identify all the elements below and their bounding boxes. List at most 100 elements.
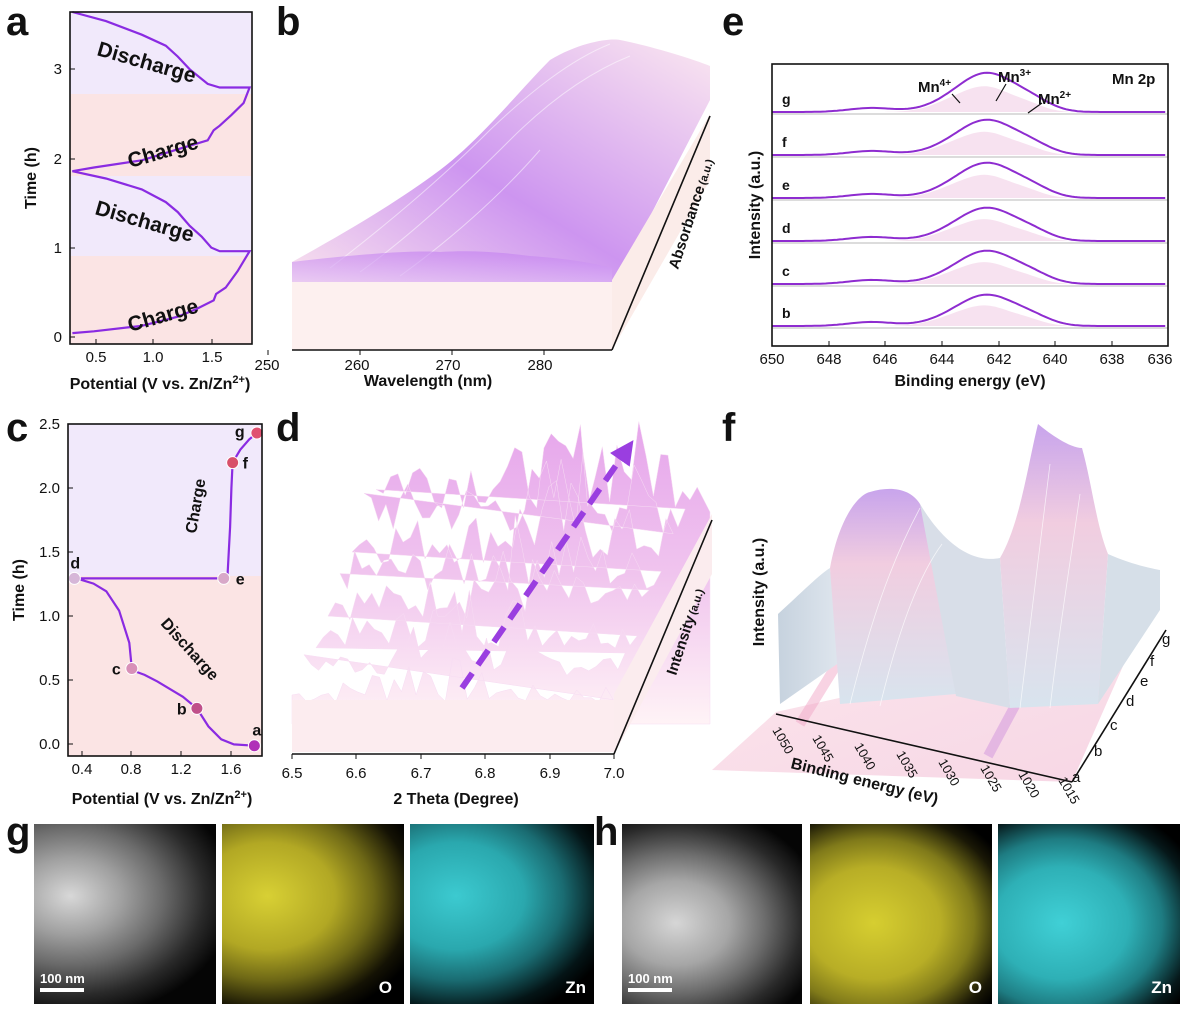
e-spectrum-b bbox=[772, 293, 1166, 327]
e-species-mn2: Mn2+ bbox=[1038, 90, 1071, 108]
c-xlabel-main: Potential (V vs. Zn/Zn bbox=[72, 791, 235, 808]
e-species-mn3: Mn3+ bbox=[998, 68, 1031, 86]
f-surface-ridges bbox=[849, 463, 1081, 709]
f-surface-middle bbox=[920, 504, 1010, 708]
f-floor-stripe-1 bbox=[795, 653, 847, 727]
h-zinc-map: Zn bbox=[998, 824, 1180, 1004]
c-point-label-d: d bbox=[70, 555, 80, 572]
a-xtick-0: 0.5 bbox=[86, 349, 107, 366]
e-spectra: g f e d c b bbox=[772, 71, 1168, 329]
e-xtick-5: 640 bbox=[1042, 351, 1067, 368]
a-ytick-0: 0 bbox=[54, 329, 62, 346]
a-ytick-3: 3 bbox=[54, 61, 62, 78]
c-point-label-g: g bbox=[235, 424, 245, 441]
e-species-mn4-sup: 4+ bbox=[940, 78, 952, 89]
e-xtick-6: 638 bbox=[1099, 351, 1124, 368]
e-ylabel: Intensity (a.u.) bbox=[747, 151, 764, 259]
b-xlabel: Wavelength (nm) bbox=[364, 373, 492, 390]
e-spectrum-f bbox=[772, 118, 1166, 156]
b-xtick-0: 250 bbox=[254, 357, 279, 374]
e-xtick-4: 642 bbox=[986, 351, 1011, 368]
h-oxygen-label: O bbox=[968, 978, 982, 997]
e-species-mn2-sup: 2+ bbox=[1060, 90, 1072, 101]
d-xtick-2: 6.7 bbox=[411, 765, 432, 782]
c-y-ticks: 0.0 0.5 1.0 1.5 2.0 2.5 bbox=[39, 416, 73, 753]
c-ytick-0: 0.0 bbox=[39, 736, 60, 753]
e-xtick-3: 644 bbox=[929, 351, 954, 368]
h-oxygen-map: O bbox=[810, 824, 992, 1004]
c-ytick-5: 2.5 bbox=[39, 416, 60, 433]
d-xlabel: 2 Theta (Degree) bbox=[393, 791, 518, 808]
e-species-mn2-base: Mn bbox=[1038, 91, 1060, 108]
e-xtick-0: 650 bbox=[759, 351, 784, 368]
b-xtick-2: 270 bbox=[435, 357, 460, 374]
c-xlabel: Potential (V vs. Zn/Zn2+) bbox=[72, 789, 253, 808]
c-xlabel-end: ) bbox=[247, 791, 252, 808]
e-fit-band-e bbox=[885, 174, 1069, 198]
a-xlabel-end: ) bbox=[245, 376, 250, 393]
c-point-label-f: f bbox=[243, 456, 249, 473]
e-xtick-2: 646 bbox=[872, 351, 897, 368]
chart-a: Discharge Charge Discharge Charge 0.5 1.… bbox=[23, 10, 253, 393]
c-xlabel-sup: 2+ bbox=[234, 789, 247, 801]
c-point-a bbox=[247, 739, 261, 753]
e-species-mn4-base: Mn bbox=[918, 79, 940, 96]
chart-f: 1050 1045 1040 1035 1030 1025 1020 1015 … bbox=[712, 424, 1170, 808]
f-surface-right bbox=[1098, 554, 1160, 704]
e-xtick-1: 648 bbox=[816, 351, 841, 368]
f-series-g: g bbox=[1162, 631, 1170, 648]
e-curve-label-e: e bbox=[782, 177, 790, 193]
d-xtick-5: 7.0 bbox=[604, 765, 625, 782]
chart-d: 6.5 6.6 6.7 6.8 6.9 7.0 2 Theta (Degree)… bbox=[282, 421, 713, 808]
e-spectrum-g bbox=[772, 71, 1166, 113]
c-x-ticks: 0.4 0.8 1.2 1.6 bbox=[72, 751, 242, 778]
f-series-f: f bbox=[1150, 653, 1155, 670]
e-curve-label-g: g bbox=[782, 91, 791, 107]
b-x-ticks: 250 260 270 280 bbox=[254, 350, 553, 374]
c-point-g bbox=[250, 426, 264, 440]
gcd-curve-a bbox=[72, 10, 252, 335]
e-x-ticks: 650 648 646 644 642 640 638 636 bbox=[759, 341, 1173, 368]
g-haadf-image: 100 nm bbox=[34, 824, 216, 1004]
h-scale-label: 100 nm bbox=[628, 971, 673, 986]
e-xtick-7: 636 bbox=[1147, 351, 1172, 368]
e-arrows bbox=[951, 83, 1043, 114]
panel-letter-h: h bbox=[594, 810, 619, 854]
d-xtick-3: 6.8 bbox=[475, 765, 496, 782]
d-trend-arrow bbox=[459, 440, 634, 690]
f-ylabel: Intensity (a.u.) bbox=[751, 538, 768, 646]
g-zinc-label: Zn bbox=[565, 978, 586, 997]
h-scale-bar bbox=[628, 988, 672, 992]
h-zinc-label: Zn bbox=[1151, 978, 1172, 997]
a-xtick-2: 1.5 bbox=[202, 349, 223, 366]
c-xtick-2: 1.2 bbox=[171, 761, 192, 778]
c-state-points: a b c d e fg bbox=[67, 424, 264, 753]
e-curve-label-d: d bbox=[782, 220, 791, 236]
f-surface-base bbox=[778, 568, 840, 704]
c-point-d bbox=[67, 571, 81, 585]
a-y-ticks: 0 1 2 3 bbox=[54, 61, 75, 346]
f-series-c: c bbox=[1110, 717, 1118, 734]
panel-letter-c: c bbox=[6, 406, 29, 450]
g-oxygen-label: O bbox=[378, 978, 392, 997]
panel-letter-a: a bbox=[6, 0, 29, 44]
panel-letter-g: g bbox=[6, 810, 31, 854]
e-curve-label-f: f bbox=[782, 134, 787, 150]
a-ylabel: Time (h) bbox=[23, 147, 40, 209]
f-series-b: b bbox=[1094, 743, 1102, 760]
f-peak-left bbox=[830, 488, 956, 704]
c-ylabel: Time (h) bbox=[11, 559, 28, 621]
c-xtick-3: 1.6 bbox=[221, 761, 242, 778]
f-series-a: a bbox=[1072, 769, 1081, 786]
b-xtick-3: 280 bbox=[527, 357, 552, 374]
c-point-c bbox=[125, 661, 139, 675]
g-zinc-map: Zn bbox=[410, 824, 594, 1004]
e-spectrum-c bbox=[772, 249, 1166, 285]
c-point-label-e: e bbox=[236, 571, 245, 588]
a-xlabel-main: Potential (V vs. Zn/Zn bbox=[70, 376, 233, 393]
e-curve-label-c: c bbox=[782, 263, 790, 279]
h-haadf-image: 100 nm bbox=[622, 824, 802, 1004]
e-fit-band-b bbox=[885, 305, 1069, 326]
c-point-b bbox=[190, 701, 204, 715]
